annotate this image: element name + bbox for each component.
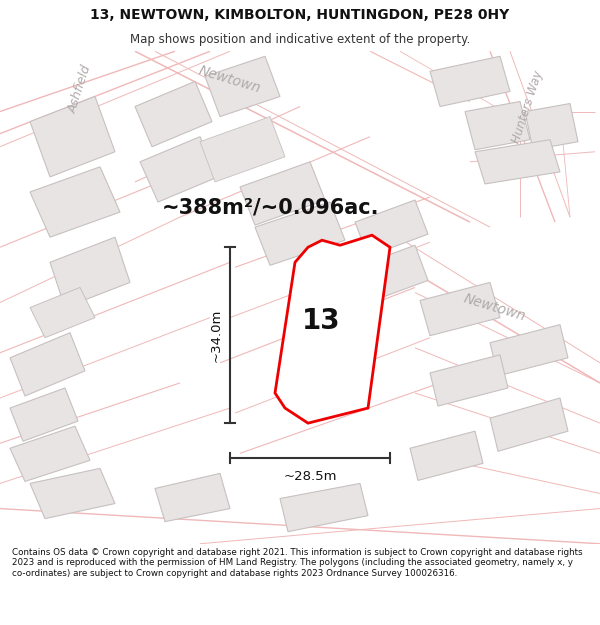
Polygon shape — [135, 81, 212, 147]
Polygon shape — [255, 202, 345, 266]
Text: ~28.5m: ~28.5m — [283, 470, 337, 483]
Polygon shape — [410, 431, 483, 481]
Text: Hunters Way: Hunters Way — [510, 69, 546, 144]
Polygon shape — [200, 117, 285, 182]
Polygon shape — [30, 288, 95, 338]
Text: 13, NEWTOWN, KIMBOLTON, HUNTINGDON, PE28 0HY: 13, NEWTOWN, KIMBOLTON, HUNTINGDON, PE28… — [91, 8, 509, 22]
Polygon shape — [490, 324, 568, 376]
Polygon shape — [430, 56, 510, 106]
Text: Contains OS data © Crown copyright and database right 2021. This information is : Contains OS data © Crown copyright and d… — [12, 548, 583, 578]
Polygon shape — [355, 200, 428, 256]
Polygon shape — [280, 484, 368, 532]
Polygon shape — [465, 101, 530, 150]
Text: ~388m²/~0.096ac.: ~388m²/~0.096ac. — [161, 197, 379, 217]
Polygon shape — [30, 167, 120, 238]
Polygon shape — [140, 137, 218, 202]
Text: Ashfield: Ashfield — [66, 64, 94, 115]
Polygon shape — [10, 332, 85, 396]
Polygon shape — [275, 235, 390, 423]
Polygon shape — [10, 426, 90, 481]
Polygon shape — [30, 96, 115, 177]
Polygon shape — [420, 282, 500, 336]
Polygon shape — [355, 245, 428, 302]
Text: ~34.0m: ~34.0m — [209, 309, 223, 362]
Polygon shape — [50, 238, 130, 308]
Polygon shape — [205, 56, 280, 117]
Polygon shape — [155, 473, 230, 522]
Polygon shape — [30, 468, 115, 519]
Text: Map shows position and indicative extent of the property.: Map shows position and indicative extent… — [130, 34, 470, 46]
Text: Newtown: Newtown — [197, 63, 263, 96]
Polygon shape — [240, 162, 325, 225]
Polygon shape — [490, 398, 568, 451]
Polygon shape — [430, 355, 508, 406]
Polygon shape — [475, 140, 560, 184]
Polygon shape — [10, 388, 78, 441]
Text: 13: 13 — [302, 307, 341, 335]
Text: Newtown: Newtown — [462, 291, 528, 324]
Polygon shape — [525, 104, 578, 150]
